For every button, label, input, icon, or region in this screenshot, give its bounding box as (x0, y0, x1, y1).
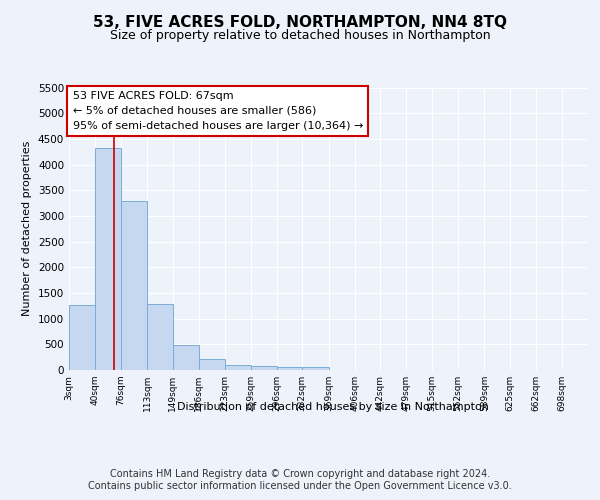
Bar (251, 366, 277, 370)
Bar (147, 304, 173, 370)
Bar (277, 367, 302, 370)
Text: 53 FIVE ACRES FOLD: 67sqm
← 5% of detached houses are smaller (586)
95% of semi-: 53 FIVE ACRES FOLD: 67sqm ← 5% of detach… (73, 91, 363, 130)
Text: Size of property relative to detached houses in Northampton: Size of property relative to detached ho… (110, 28, 490, 42)
Bar (95, 148, 121, 370)
Bar (173, 345, 199, 370)
Y-axis label: Number of detached properties: Number of detached properties (22, 141, 32, 316)
Bar (121, 200, 147, 370)
Bar (302, 367, 329, 370)
Bar (69, 305, 95, 370)
Text: Contains HM Land Registry data © Crown copyright and database right 2024.
Contai: Contains HM Land Registry data © Crown c… (88, 469, 512, 491)
Text: Distribution of detached houses by size in Northampton: Distribution of detached houses by size … (177, 402, 489, 412)
Bar (199, 358, 225, 370)
Bar (225, 365, 251, 370)
Text: 53, FIVE ACRES FOLD, NORTHAMPTON, NN4 8TQ: 53, FIVE ACRES FOLD, NORTHAMPTON, NN4 8T… (93, 15, 507, 30)
